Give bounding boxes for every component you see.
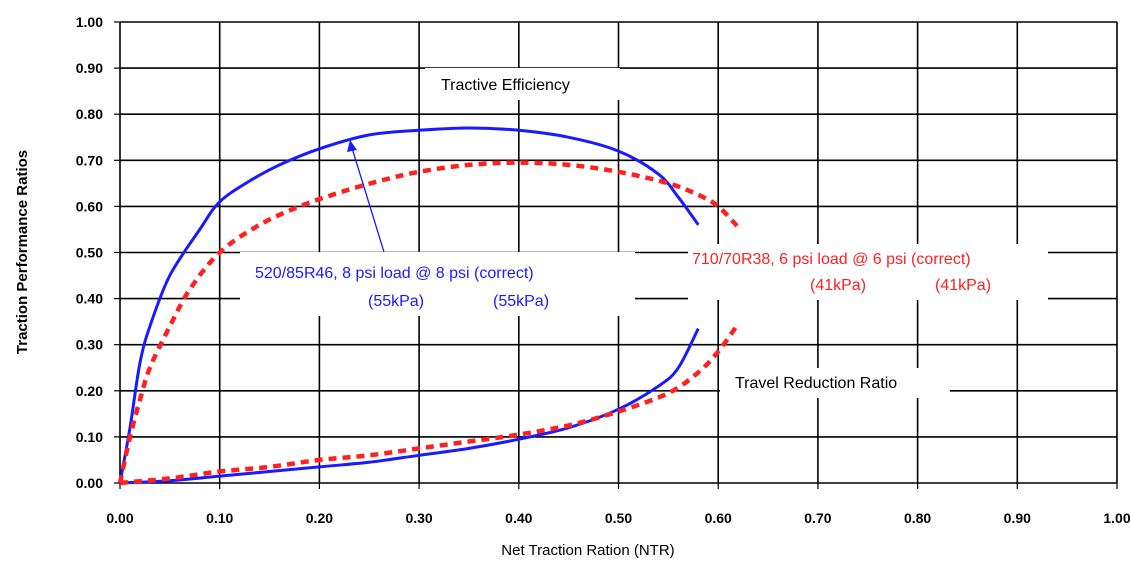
x-tick-label: 0.70 bbox=[804, 510, 831, 526]
y-tick-label: 0.10 bbox=[76, 429, 103, 445]
y-tick-label: 0.50 bbox=[76, 245, 103, 261]
x-tick-label: 0.10 bbox=[206, 510, 233, 526]
blue-kpa-label-1: (55kPa) bbox=[368, 293, 424, 310]
trr-label-bg bbox=[720, 368, 950, 398]
y-tick-label: 0.90 bbox=[76, 60, 103, 76]
red-kpa-label-1: (41kPa) bbox=[810, 277, 866, 294]
red-label-bg bbox=[688, 244, 1048, 300]
x-tick-label: 0.30 bbox=[405, 510, 432, 526]
y-tick-label: 0.60 bbox=[76, 198, 103, 214]
y-axis-title: Traction Performance Ratios bbox=[14, 150, 31, 354]
y-tick-label: 0.70 bbox=[76, 152, 103, 168]
blue-kpa-label-2: (55kPa) bbox=[493, 293, 549, 310]
x-tick-label: 0.50 bbox=[605, 510, 632, 526]
x-tick-label: 1.00 bbox=[1103, 510, 1130, 526]
data-series bbox=[117, 126, 740, 486]
x-axis-title: Net Traction Ration (NTR) bbox=[501, 542, 674, 559]
arrow-head bbox=[347, 140, 357, 152]
te-label-bg bbox=[425, 68, 620, 100]
red-tire-label: 710/70R38, 6 psi load @ 6 psi (correct) bbox=[692, 251, 971, 268]
x-tick-label: 0.20 bbox=[306, 510, 333, 526]
y-tick-label: 0.30 bbox=[76, 337, 103, 353]
series-line-tractive-efficiency-blue bbox=[118, 126, 700, 484]
x-tick-label: 0.90 bbox=[1004, 510, 1031, 526]
series-line-travel-reduction-ratio-red bbox=[119, 322, 740, 486]
y-tick-label: 1.00 bbox=[76, 14, 103, 30]
annotation-arrow bbox=[351, 147, 385, 253]
x-tick-label: 0.60 bbox=[705, 510, 732, 526]
y-tick-label: 0.00 bbox=[76, 475, 103, 491]
x-tick-label: 0.40 bbox=[505, 510, 532, 526]
travel-reduction-label: Travel Reduction Ratio bbox=[735, 375, 897, 392]
blue-label-bg bbox=[240, 252, 635, 316]
series-line-travel-reduction-ratio-blue bbox=[119, 327, 700, 485]
blue-tire-label: 520/85R46, 8 psi load @ 8 psi (correct) bbox=[255, 265, 534, 282]
x-tick-label: 0.80 bbox=[904, 510, 931, 526]
y-tick-label: 0.20 bbox=[76, 383, 103, 399]
tick-labels: 0.00 0.10 0.20 0.30 0.40 0.50 0.60 0.70 0.80 0.90… bbox=[76, 14, 1130, 526]
series-line-tractive-efficiency-red bbox=[117, 160, 740, 484]
y-tick-label: 0.80 bbox=[76, 106, 103, 122]
tractive-efficiency-label: Tractive Efficiency bbox=[441, 77, 570, 94]
x-tick-label: 0.00 bbox=[106, 510, 133, 526]
red-kpa-label-2: (41kPa) bbox=[935, 277, 991, 294]
y-tick-label: 0.40 bbox=[76, 291, 103, 307]
